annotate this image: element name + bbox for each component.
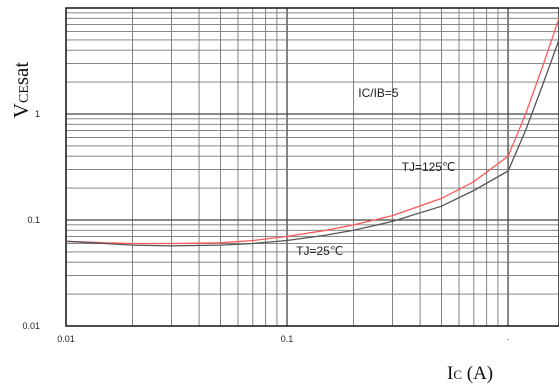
annotations: IC/IB=5 TJ=125℃ TJ=25℃ (296, 86, 455, 258)
tick-labels: 0.01 0.1 · 0.01 0.1 1 (22, 109, 509, 344)
annotation-label: IC/IB=5 (358, 86, 399, 100)
x-axis-title: IC (A) (447, 363, 493, 384)
x-tick-label: · (507, 334, 510, 344)
y-axis-title: VCEsat (9, 62, 33, 119)
y-tick-label: 1 (35, 109, 40, 119)
x-tick-label: 0.01 (57, 334, 75, 344)
series-line-1 (65, 18, 559, 245)
y-tick-label: 0.01 (22, 321, 40, 331)
series-group (65, 18, 559, 247)
series-line-2 (65, 39, 559, 247)
x-tick-label: 0.1 (281, 334, 294, 344)
y-tick-label: 0.1 (27, 215, 40, 225)
plot-frame (65, 7, 559, 327)
annotation-label: TJ=25℃ (296, 244, 343, 258)
annotation-label: TJ=125℃ (402, 160, 456, 174)
grid-lines (65, 7, 559, 327)
